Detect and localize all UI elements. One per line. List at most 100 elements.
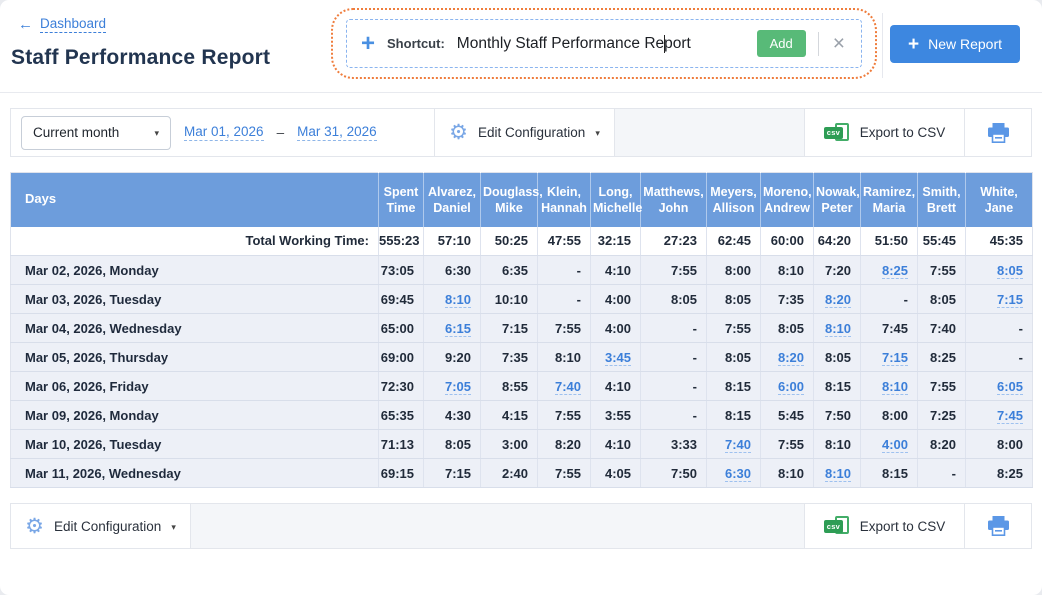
time-link[interactable]: 6:30 [724, 465, 751, 482]
time-link[interactable]: 4:00 [881, 436, 908, 453]
time-cell: 7:55 [537, 458, 591, 488]
add-shortcut-button[interactable]: Add [756, 30, 806, 57]
gear-icon: ⚙ [449, 121, 468, 144]
time-link[interactable]: 8:25 [881, 262, 908, 279]
total-label: Total Working Time: [10, 226, 379, 256]
time-cell: 73:05 [378, 255, 424, 285]
close-icon[interactable]: × [832, 32, 845, 55]
table-row: Mar 06, 2026, Friday 72:30 7:05 8:55 7:40 4:1… [10, 371, 1033, 401]
time-cell: 8:25 [965, 458, 1033, 488]
time-cell: 4:10 [590, 429, 641, 459]
time-cell: 8:10 [760, 255, 814, 285]
time-cell: 8:20 [537, 429, 591, 459]
time-link[interactable]: 3:45 [604, 349, 631, 366]
time-cell: - [917, 458, 966, 488]
time-cell: 8:15 [813, 371, 861, 401]
time-link[interactable]: 7:45 [996, 407, 1023, 424]
time-link[interactable]: 7:15 [996, 291, 1023, 308]
time-cell: 7:40 [537, 371, 591, 401]
column-header: Meyers, Allison [706, 172, 761, 227]
time-cell: 7:50 [640, 458, 707, 488]
time-link[interactable]: 7:40 [724, 436, 751, 453]
edit-configuration-button[interactable]: ⚙ Edit Configuration ▾ [11, 504, 191, 548]
export-csv-button[interactable]: csv Export to CSV [805, 504, 965, 548]
back-to-dashboard-link[interactable]: ← Dashboard [18, 16, 107, 33]
time-link[interactable]: 6:15 [444, 320, 471, 337]
date-from-link[interactable]: Mar 01, 2026 [184, 124, 264, 141]
time-link[interactable]: 8:05 [996, 262, 1023, 279]
day-cell: Mar 06, 2026, Friday [10, 371, 379, 401]
table-row: Mar 09, 2026, Monday 65:35 4:30 4:15 7:55 3:5… [10, 400, 1033, 430]
time-cell: - [965, 342, 1033, 372]
time-cell: 72:30 [378, 371, 424, 401]
chevron-down-icon: ▾ [595, 128, 600, 138]
table-row: Mar 11, 2026, Wednesday 69:15 7:15 2:40 7:55… [10, 458, 1033, 488]
time-cell: 8:10 [537, 342, 591, 372]
total-cell: 555:23 [378, 226, 424, 256]
shortcut-label: Shortcut: [387, 36, 445, 51]
time-cell: - [965, 313, 1033, 343]
time-cell: 8:05 [640, 284, 707, 314]
print-button[interactable] [965, 109, 1031, 156]
time-cell: 8:20 [760, 342, 814, 372]
time-cell: - [640, 371, 707, 401]
time-cell: 7:25 [917, 400, 966, 430]
total-cell: 47:55 [537, 226, 591, 256]
time-link[interactable]: 8:20 [824, 291, 851, 308]
edit-configuration-button[interactable]: ⚙ Edit Configuration ▾ [435, 109, 615, 156]
shortcut-input[interactable]: Monthly Staff Performance Report [457, 34, 745, 53]
time-link[interactable]: 8:10 [444, 291, 471, 308]
time-cell: 8:05 [423, 429, 481, 459]
time-cell: 8:05 [706, 342, 761, 372]
time-link[interactable]: 8:20 [777, 349, 804, 366]
toolbar: Current month ▾ Mar 01, 2026 – Mar 31, 2… [10, 108, 1032, 157]
time-link[interactable]: 6:00 [777, 378, 804, 395]
time-cell: 7:55 [760, 429, 814, 459]
time-cell: 6:35 [480, 255, 538, 285]
back-link-label: Dashboard [40, 16, 107, 33]
time-link[interactable]: 7:15 [881, 349, 908, 366]
total-cell: 45:35 [965, 226, 1033, 256]
divider [0, 92, 1042, 93]
table-row: Mar 10, 2026, Tuesday 71:13 8:05 3:00 8:20 4:… [10, 429, 1033, 459]
time-cell: 7:15 [423, 458, 481, 488]
column-header: Douglass, Mike [480, 172, 543, 227]
time-link[interactable]: 8:10 [824, 320, 851, 337]
new-report-button[interactable]: + New Report [889, 25, 1020, 63]
time-link[interactable]: 8:10 [824, 465, 851, 482]
edit-configuration-label: Edit Configuration [477, 125, 586, 140]
time-link[interactable]: 7:40 [554, 378, 581, 395]
csv-badge: csv [823, 520, 844, 533]
time-cell: 7:35 [760, 284, 814, 314]
print-button[interactable] [965, 504, 1031, 548]
time-cell: 10:10 [480, 284, 538, 314]
time-cell: 69:45 [378, 284, 424, 314]
time-cell: 8:05 [965, 255, 1033, 285]
time-cell: - [537, 255, 591, 285]
column-header: Long, Michelle [590, 172, 642, 227]
chevron-down-icon: ▾ [154, 128, 159, 138]
time-cell: 7:55 [706, 313, 761, 343]
time-cell: 7:15 [965, 284, 1033, 314]
column-header: Ramirez, Maria [860, 172, 918, 227]
date-to-link[interactable]: Mar 31, 2026 [297, 124, 377, 141]
time-cell: 4:00 [860, 429, 918, 459]
header-row: Days Spent Time Alvarez, Daniel Douglass, M… [10, 172, 1033, 227]
export-csv-label: Export to CSV [859, 518, 946, 534]
time-cell: 69:15 [378, 458, 424, 488]
period-select[interactable]: Current month ▾ [21, 115, 171, 150]
total-cell: 50:25 [480, 226, 538, 256]
time-link[interactable]: 7:05 [444, 378, 471, 395]
time-link[interactable]: 6:05 [996, 378, 1023, 395]
shortcut-widget: + Shortcut: Monthly Staff Performance Re… [331, 8, 877, 79]
time-cell: 7:35 [480, 342, 538, 372]
toolbar-spacer [191, 504, 805, 548]
shortcut-form: + Shortcut: Monthly Staff Performance Re… [346, 19, 862, 68]
export-csv-label: Export to CSV [859, 125, 946, 140]
time-link[interactable]: 8:10 [881, 378, 908, 395]
time-cell: 7:40 [917, 313, 966, 343]
time-cell: 6:00 [760, 371, 814, 401]
export-csv-button[interactable]: csv Export to CSV [805, 109, 965, 156]
edit-configuration-label: Edit Configuration [53, 518, 162, 534]
time-cell: 8:25 [860, 255, 918, 285]
